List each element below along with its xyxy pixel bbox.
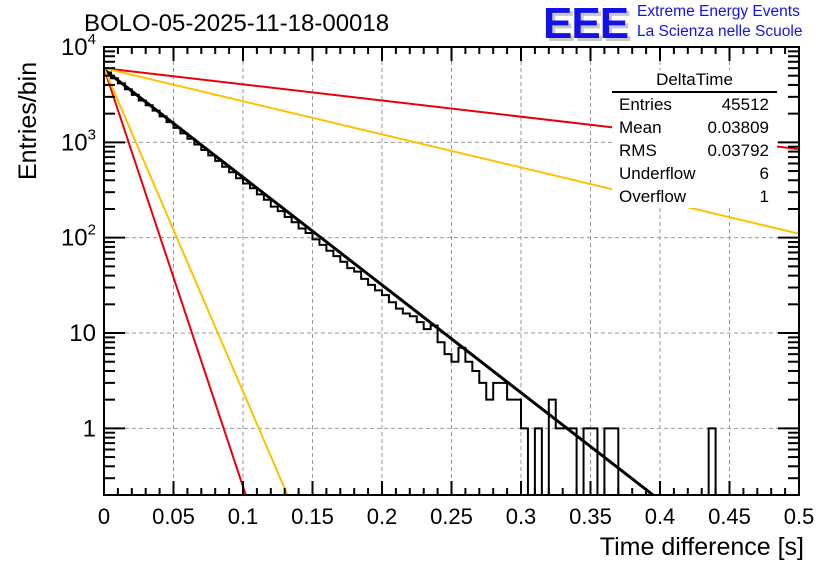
ref-red-steep-line bbox=[103, 67, 247, 496]
x-tick-label: 0.1 bbox=[228, 504, 259, 529]
axes bbox=[103, 46, 800, 496]
stats-row-underflow: Underflow 6 bbox=[612, 162, 777, 185]
histogram-series bbox=[103, 71, 799, 496]
y-tick-label: 104 bbox=[61, 31, 96, 61]
plot-title: BOLO-05-2025-11-18-00018 bbox=[84, 10, 390, 37]
stats-row-entries: Entries 45512 bbox=[612, 93, 777, 116]
ref-yellow-steep-line bbox=[103, 67, 289, 496]
stats-value: 1 bbox=[759, 187, 769, 206]
stats-row-overflow: Overflow 1 bbox=[612, 185, 777, 208]
x-tick-label: 0.45 bbox=[708, 504, 751, 529]
histogram-bars bbox=[103, 71, 799, 496]
eee-logo: EEE bbox=[543, 0, 629, 48]
fit-line bbox=[103, 68, 654, 497]
stats-row-rms: RMS 0.03792 bbox=[612, 139, 777, 162]
y-tick-label: 103 bbox=[61, 126, 96, 156]
stats-value: 0.03809 bbox=[707, 118, 769, 137]
stats-value: 0.03792 bbox=[707, 141, 769, 160]
x-tick-label: 0.4 bbox=[645, 504, 676, 529]
stats-label: Underflow bbox=[619, 164, 696, 183]
x-tick-label: 0.05 bbox=[152, 504, 195, 529]
stats-box: DeltaTime Entries 45512 Mean 0.03809 RMS 0.… bbox=[612, 70, 777, 208]
y-tick-label: 10 bbox=[69, 320, 96, 347]
logo-subtitle-1: Extreme Energy Events bbox=[637, 3, 800, 20]
x-tick-label: 0.25 bbox=[430, 504, 473, 529]
stats-label: Overflow bbox=[619, 187, 687, 206]
stats-value: 45512 bbox=[721, 95, 769, 114]
stats-label: Entries bbox=[619, 95, 672, 114]
x-tick-labels: 0 0.05 0.1 0.15 0.2 0.25 0.3 0.35 0.4 0.45 0.5 bbox=[98, 504, 814, 529]
y-tick-label: 102 bbox=[61, 222, 96, 252]
x-axis-label: Time difference [s] bbox=[599, 533, 804, 561]
grid bbox=[104, 47, 799, 495]
x-tick-label: 0 bbox=[98, 504, 110, 529]
stats-label: RMS bbox=[619, 141, 657, 160]
stats-value: 6 bbox=[759, 164, 769, 183]
stats-title: DeltaTime bbox=[612, 70, 777, 93]
x-tick-label: 0.2 bbox=[367, 504, 398, 529]
stats-label: Mean bbox=[619, 118, 662, 137]
y-axis-label: Entries/bin bbox=[14, 61, 42, 180]
stats-row-mean: Mean 0.03809 bbox=[612, 116, 777, 139]
y-tick-label: 1 bbox=[83, 415, 96, 442]
x-tick-label: 0.15 bbox=[291, 504, 334, 529]
x-tick-label: 0.35 bbox=[569, 504, 612, 529]
logo-subtitle-2: La Scienza nelle Scuole bbox=[637, 23, 803, 40]
x-tick-label: 0.5 bbox=[784, 504, 815, 529]
x-tick-label: 0.3 bbox=[506, 504, 537, 529]
